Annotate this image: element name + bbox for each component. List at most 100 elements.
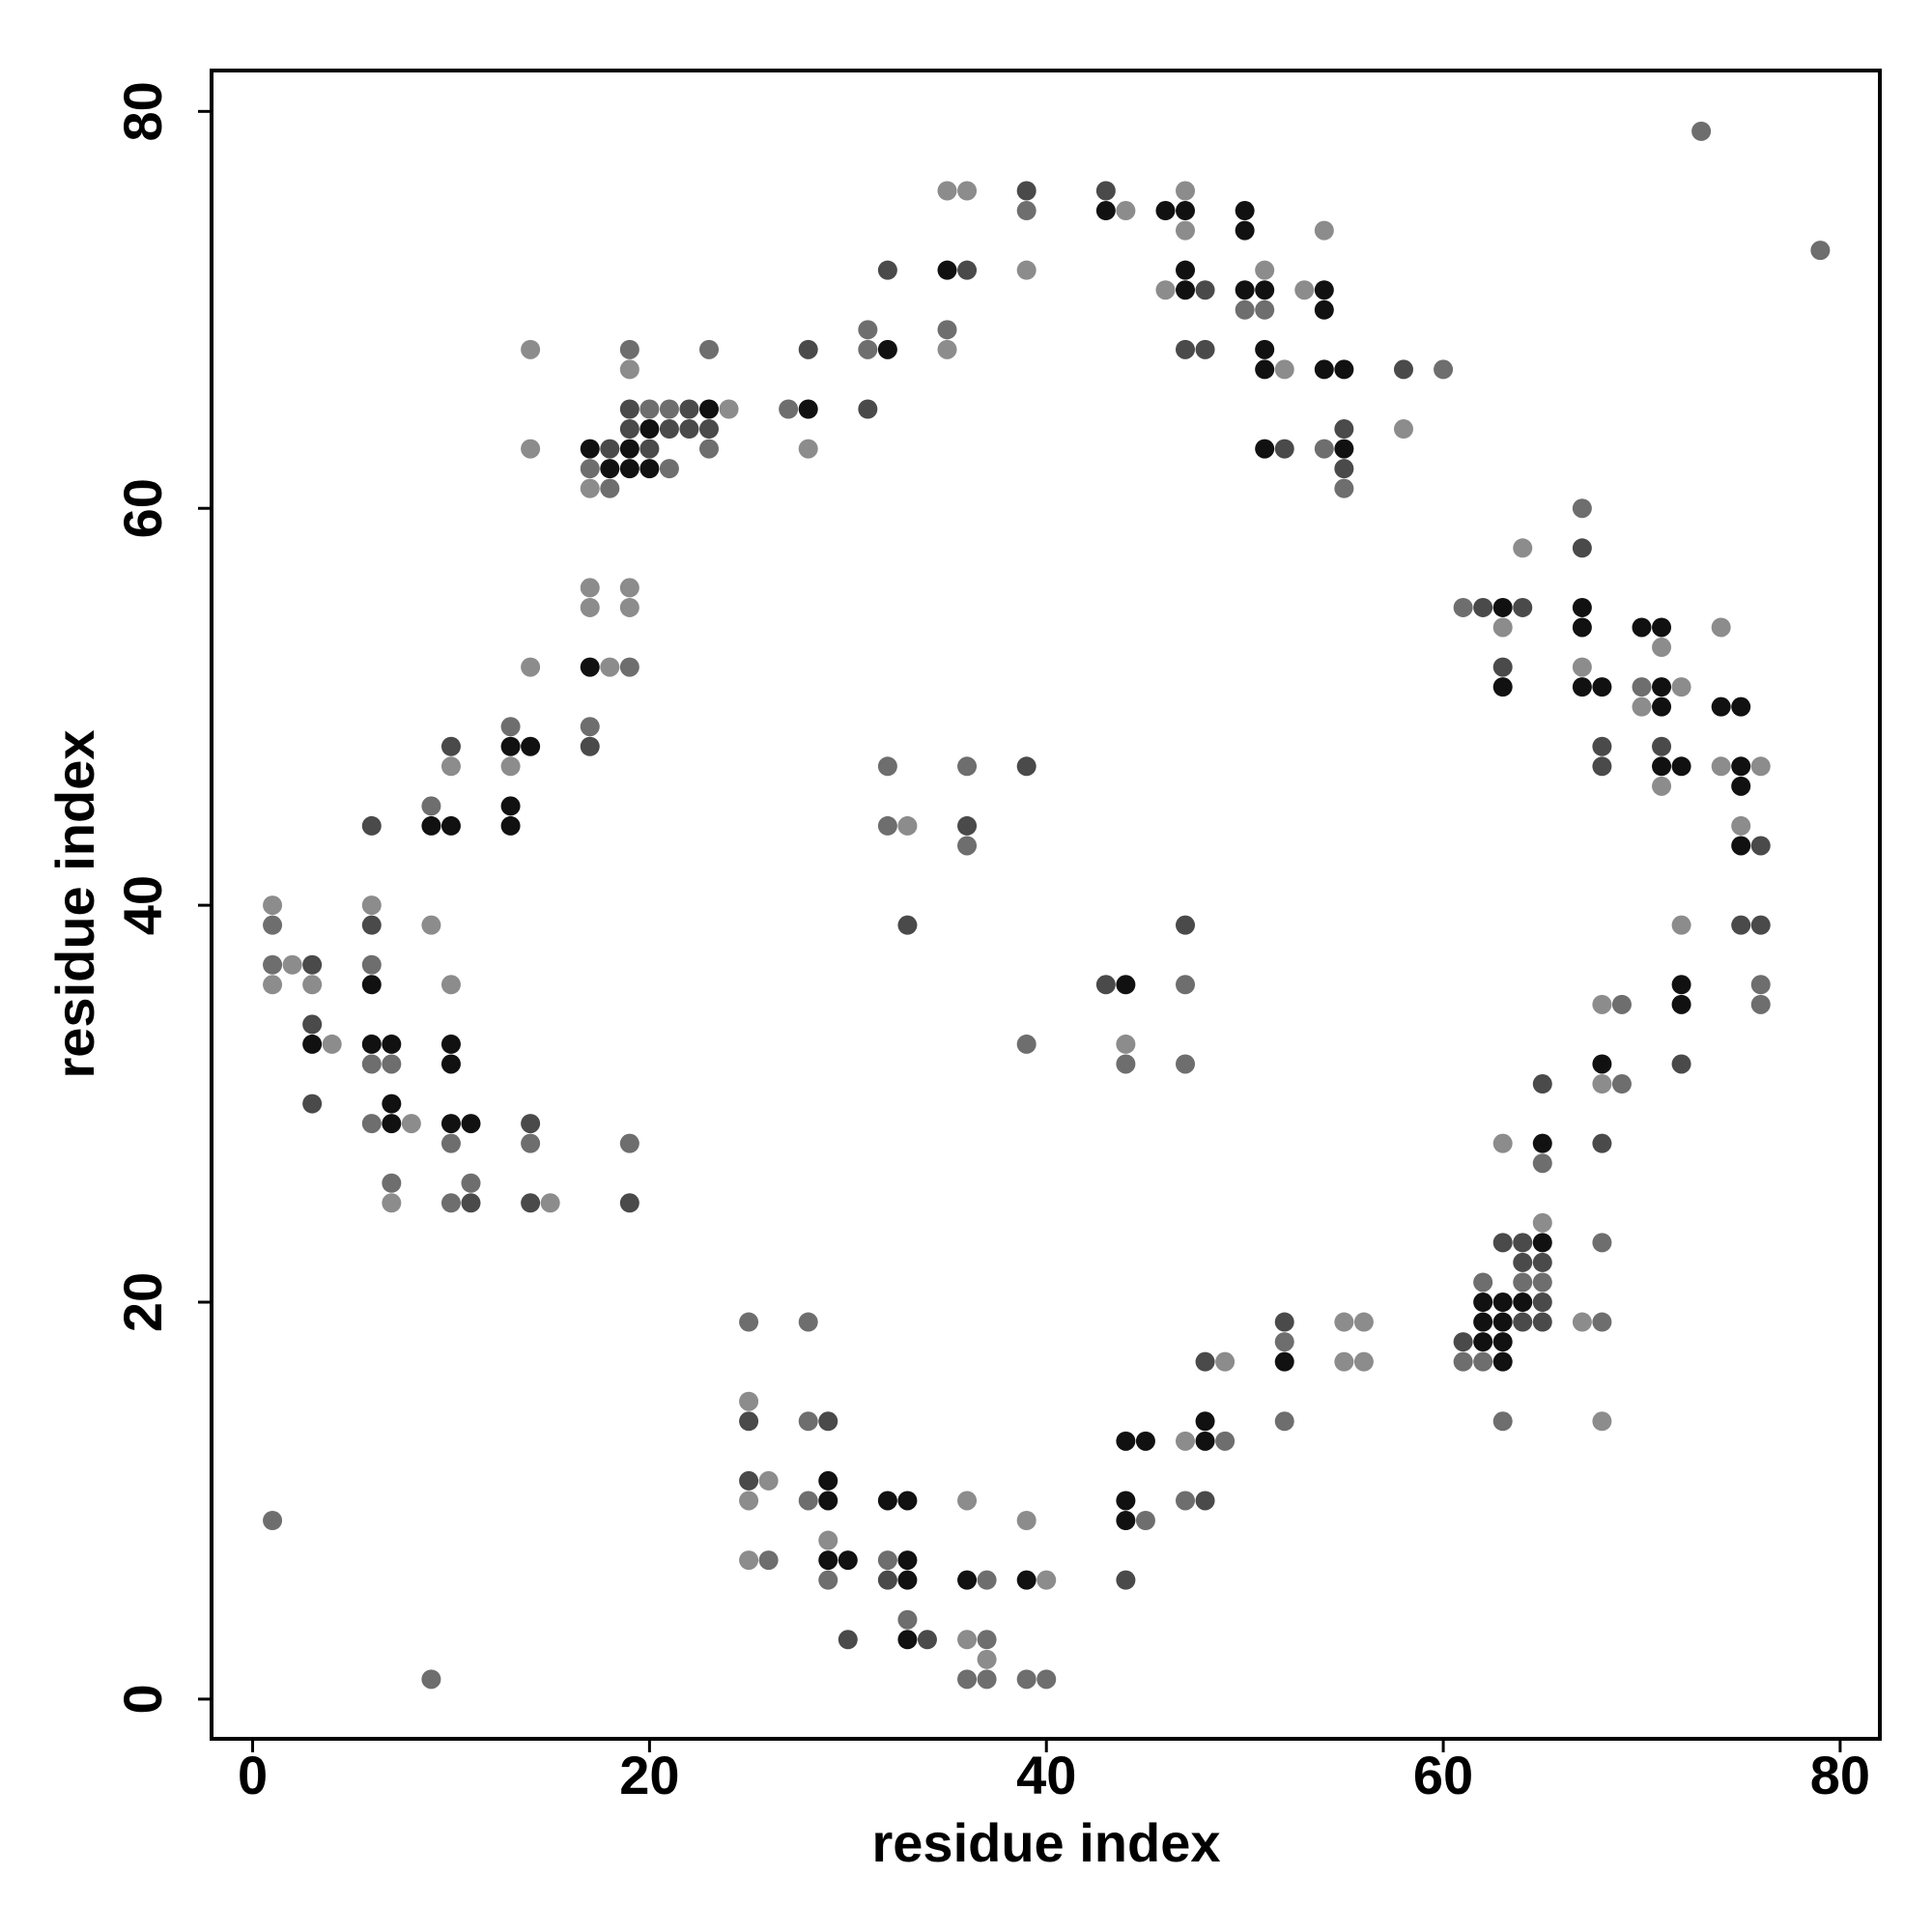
point: [1671, 975, 1691, 995]
point: [1492, 597, 1513, 617]
point: [361, 915, 382, 935]
point: [1255, 439, 1275, 459]
point: [1513, 1312, 1533, 1332]
point: [1572, 538, 1592, 558]
point: [1195, 339, 1215, 359]
point: [798, 339, 818, 359]
point: [897, 1609, 918, 1630]
point: [1532, 1212, 1552, 1233]
point: [619, 597, 639, 617]
point: [1473, 1293, 1493, 1313]
point: [1592, 1133, 1612, 1153]
point: [818, 1530, 838, 1550]
point: [1155, 201, 1176, 221]
point: [1532, 1252, 1552, 1272]
point: [897, 1570, 918, 1590]
point: [580, 459, 600, 479]
point: [639, 439, 660, 459]
point: [1750, 756, 1771, 777]
point: [1731, 815, 1751, 836]
point: [1592, 756, 1612, 777]
point: [1176, 1491, 1196, 1511]
point: [302, 975, 323, 995]
point: [361, 815, 382, 836]
y-tick-label: 0: [112, 1684, 173, 1714]
point: [798, 1312, 818, 1332]
point: [263, 954, 283, 975]
point: [282, 954, 302, 975]
point: [1711, 756, 1731, 777]
point: [1632, 677, 1652, 697]
point: [1532, 1312, 1552, 1332]
point: [1492, 617, 1513, 638]
point: [1176, 220, 1196, 241]
point: [1116, 1491, 1136, 1511]
point: [1750, 994, 1771, 1014]
point: [1473, 1272, 1493, 1293]
point: [1353, 1351, 1374, 1372]
point: [382, 1114, 402, 1134]
point: [361, 1114, 382, 1134]
point: [1473, 597, 1493, 617]
point: [401, 1114, 421, 1134]
point: [580, 717, 600, 737]
point: [1592, 1074, 1612, 1094]
point: [779, 399, 799, 419]
point: [1016, 756, 1037, 777]
point: [1176, 280, 1196, 300]
point: [1195, 280, 1215, 300]
y-axis-title: residue index: [44, 729, 105, 1078]
point: [302, 1094, 323, 1114]
point: [937, 320, 957, 340]
point: [1592, 1054, 1612, 1074]
point: [580, 439, 600, 459]
point: [619, 359, 639, 380]
point: [440, 1034, 461, 1054]
x-tick-label: 80: [1810, 1745, 1870, 1805]
point: [1453, 1351, 1473, 1372]
point: [1135, 1511, 1155, 1531]
point: [521, 657, 541, 677]
point: [1255, 359, 1275, 380]
point: [1235, 220, 1255, 241]
point: [1334, 459, 1354, 479]
point: [1334, 478, 1354, 498]
point: [440, 736, 461, 756]
point: [977, 1649, 997, 1669]
point: [1334, 439, 1354, 459]
point: [818, 1550, 838, 1571]
point: [1274, 1312, 1294, 1332]
point: [1532, 1133, 1552, 1153]
point: [1176, 181, 1196, 201]
y-tick-label: 40: [112, 875, 173, 935]
point: [1334, 1351, 1354, 1372]
point: [322, 1034, 342, 1054]
point: [382, 1173, 402, 1193]
point: [619, 578, 639, 598]
point: [1572, 657, 1592, 677]
point: [1235, 201, 1255, 221]
point: [1434, 359, 1454, 380]
point: [382, 1034, 402, 1054]
point: [957, 815, 978, 836]
point: [858, 399, 878, 419]
point: [500, 796, 521, 816]
point: [1176, 1054, 1196, 1074]
point: [600, 459, 620, 479]
point: [521, 339, 541, 359]
point: [1632, 696, 1652, 717]
point: [897, 915, 918, 935]
point: [440, 975, 461, 995]
point: [361, 1034, 382, 1054]
point: [1016, 260, 1037, 280]
point: [1671, 994, 1691, 1014]
point: [739, 1312, 759, 1332]
point: [1652, 638, 1672, 658]
point: [440, 756, 461, 777]
y-tick-label: 80: [112, 81, 173, 141]
point: [1016, 1034, 1037, 1054]
point: [897, 1550, 918, 1571]
point: [580, 478, 600, 498]
point: [540, 1193, 560, 1213]
